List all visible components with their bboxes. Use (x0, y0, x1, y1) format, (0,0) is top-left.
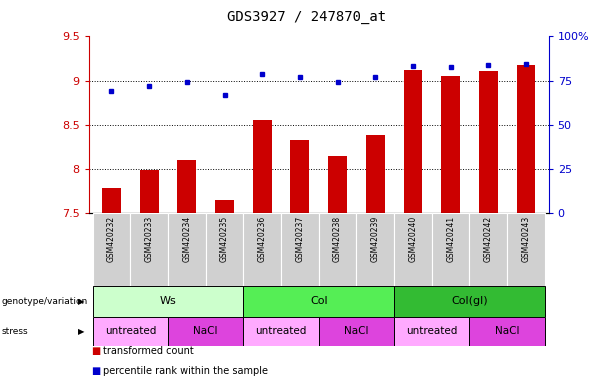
Text: NaCl: NaCl (495, 326, 519, 336)
Bar (243, 213, 281, 286)
Bar (93, 213, 131, 286)
Bar (328, 156, 347, 213)
Text: ■: ■ (91, 366, 100, 376)
Text: GSM420241: GSM420241 (446, 216, 455, 262)
Text: transformed count: transformed count (103, 346, 194, 356)
Bar (319, 213, 356, 286)
Bar (319, 317, 394, 346)
Bar (394, 317, 470, 346)
Text: GSM420238: GSM420238 (333, 216, 342, 262)
Text: Ws: Ws (159, 296, 177, 306)
Bar (403, 70, 422, 213)
Bar (215, 200, 234, 213)
Text: stress: stress (1, 327, 28, 336)
Text: untreated: untreated (406, 326, 457, 336)
Bar (517, 65, 535, 213)
Text: untreated: untreated (105, 326, 156, 336)
Bar (243, 317, 319, 346)
Text: GDS3927 / 247870_at: GDS3927 / 247870_at (227, 10, 386, 24)
Bar (507, 213, 545, 286)
Text: GSM420232: GSM420232 (107, 216, 116, 262)
Text: percentile rank within the sample: percentile rank within the sample (103, 366, 268, 376)
Text: GSM420236: GSM420236 (257, 216, 267, 262)
Text: ■: ■ (91, 346, 100, 356)
Bar (243, 286, 394, 317)
Bar (131, 213, 168, 286)
Text: GSM420235: GSM420235 (220, 216, 229, 262)
Bar (441, 76, 460, 213)
Text: genotype/variation: genotype/variation (1, 297, 88, 306)
Text: untreated: untreated (256, 326, 306, 336)
Text: ▶: ▶ (78, 297, 85, 306)
Text: GSM420240: GSM420240 (408, 216, 417, 262)
Bar (168, 317, 243, 346)
Bar (356, 213, 394, 286)
Text: GSM420234: GSM420234 (182, 216, 191, 262)
Text: GSM420237: GSM420237 (295, 216, 305, 262)
Bar (93, 286, 243, 317)
Bar (168, 213, 206, 286)
Bar (470, 213, 507, 286)
Bar (102, 189, 121, 213)
Bar (140, 170, 159, 213)
Bar (291, 140, 310, 213)
Text: GSM420233: GSM420233 (145, 216, 154, 262)
Text: GSM420243: GSM420243 (522, 216, 530, 262)
Bar (394, 286, 545, 317)
Bar (281, 213, 319, 286)
Text: Col(gl): Col(gl) (451, 296, 488, 306)
Bar (177, 160, 196, 213)
Bar (432, 213, 470, 286)
Text: NaCl: NaCl (344, 326, 368, 336)
Bar (93, 317, 168, 346)
Bar (479, 71, 498, 213)
Bar (253, 120, 272, 213)
Text: GSM420239: GSM420239 (371, 216, 380, 262)
Bar (394, 213, 432, 286)
Text: Col: Col (310, 296, 327, 306)
Text: ▶: ▶ (78, 327, 85, 336)
Bar (366, 136, 385, 213)
Bar (206, 213, 243, 286)
Text: GSM420242: GSM420242 (484, 216, 493, 262)
Text: NaCl: NaCl (194, 326, 218, 336)
Bar (470, 317, 545, 346)
